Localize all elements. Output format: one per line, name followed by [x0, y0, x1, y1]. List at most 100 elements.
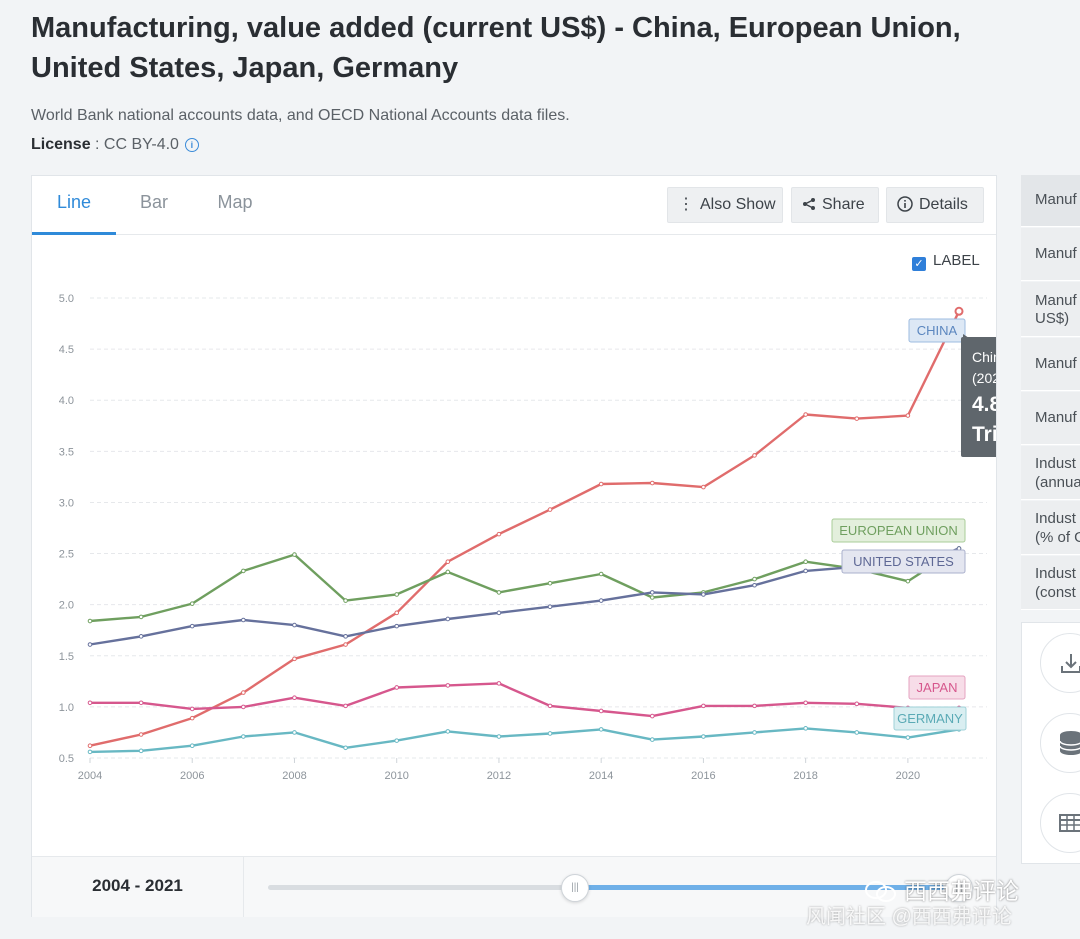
series-label-european-union: EUROPEAN UNION	[839, 523, 957, 538]
y-tick-label: 0.5	[59, 753, 74, 765]
data-point-united-states	[292, 622, 297, 628]
data-point-japan	[496, 681, 502, 686]
data-point-china	[241, 690, 246, 695]
series-label-box-china	[908, 318, 966, 343]
data-point-united-states	[598, 598, 604, 603]
data-point-japan	[752, 703, 757, 709]
database-button[interactable]	[1040, 713, 1080, 773]
x-tick-label: 2020	[896, 770, 920, 782]
y-tick-label: 3.5	[59, 446, 74, 458]
share-icon	[802, 188, 816, 222]
data-point-european-union	[445, 569, 451, 575]
tooltip-value: 4.87	[972, 393, 996, 416]
watermark-line1: 西西弗评论	[904, 878, 1019, 904]
tab-bar[interactable]: Bar	[139, 192, 168, 212]
tooltip-year: (2021)	[972, 370, 996, 386]
sidebar-item-label: Manuf	[1035, 292, 1077, 309]
sidebar-item-label: Manuf	[1035, 191, 1077, 208]
info-icon[interactable]: i	[184, 138, 199, 152]
database-icon	[1059, 731, 1080, 755]
data-point-united-states	[87, 642, 93, 647]
table-icon	[1059, 814, 1080, 832]
series-line-european-union	[89, 547, 960, 623]
details-button[interactable]: Details	[886, 187, 984, 223]
license-line: License : CC BY-4.0 i	[31, 136, 199, 154]
sidebar-item-5[interactable]: Manuf	[1021, 392, 1080, 445]
checkbox-checked-icon[interactable]: ✓	[912, 257, 926, 271]
data-point-european-union	[496, 590, 502, 595]
y-tick-label: 3.0	[59, 497, 74, 509]
data-point-japan	[803, 700, 808, 706]
watermark-secondary: 风闻社区 @西西弗评论	[806, 906, 1012, 928]
sidebar-item-label: Indust	[1035, 565, 1076, 582]
data-point-european-union	[547, 580, 553, 586]
data-point-japan	[394, 685, 400, 690]
also-show-label: Also Show	[700, 196, 776, 213]
data-point-china	[496, 531, 502, 537]
data-point-germany	[905, 735, 911, 740]
data-point-united-states	[241, 617, 246, 623]
tooltip-box	[961, 337, 996, 457]
data-point-china	[292, 656, 297, 662]
data-point-china	[649, 480, 655, 486]
data-point-united-states	[649, 590, 655, 595]
x-tick-label: 2004	[78, 770, 102, 782]
data-point-china	[343, 642, 348, 647]
data-point-european-union	[394, 592, 400, 597]
also-show-button[interactable]: ⋮ Also Show	[667, 187, 783, 223]
data-point-china	[598, 481, 604, 487]
share-button[interactable]: Share	[791, 187, 879, 223]
y-tick-label: 2.0	[59, 600, 74, 612]
data-point-china	[394, 610, 400, 616]
data-point-european-union	[138, 614, 144, 620]
sidebar-item-6[interactable]: Indust (annua	[1021, 446, 1080, 500]
data-point-european-union	[87, 618, 93, 624]
line-chart: 0.5 1.0 1.5 2.0 2.5 3.0 3.5 4.0 4.5 5.0 2004 2006 20…	[59, 293, 996, 782]
tab-map[interactable]: Map	[217, 192, 253, 212]
series-label-germany: GERMANY	[897, 711, 963, 726]
series-label-china: CHINA	[917, 323, 958, 338]
series-label-box-japan	[908, 675, 966, 700]
data-point-japan	[445, 683, 451, 688]
data-point-germany	[854, 730, 860, 735]
data-point-european-union	[241, 568, 246, 574]
range-slider-fill	[574, 885, 944, 890]
y-tick-label: 5.0	[59, 293, 74, 305]
label-toggle[interactable]: ✓ LABEL	[912, 252, 980, 271]
data-point-japan	[854, 701, 860, 707]
watermark: 西西弗评论	[864, 872, 1019, 906]
data-point-germany	[87, 749, 93, 755]
download-button[interactable]	[1040, 633, 1080, 693]
sidebar-item-1[interactable]: Manuf	[1021, 175, 1080, 227]
x-tick-label: 2018	[793, 770, 817, 782]
x-tick-label: 2008	[282, 770, 306, 782]
data-point-china	[854, 416, 860, 421]
sidebar-item-8[interactable]: Indust (const	[1021, 556, 1080, 610]
license-value: : CC BY-4.0	[90, 136, 179, 153]
sidebar-item-7[interactable]: Indust (% of G	[1021, 501, 1080, 555]
series-label-box-germany	[893, 706, 967, 731]
range-slider-handle-end[interactable]: |||	[945, 874, 973, 902]
license-label: License	[31, 136, 91, 153]
range-slider-handle-start[interactable]: |||	[561, 874, 589, 902]
sidebar-item-3[interactable]: Manuf US$)	[1021, 282, 1080, 337]
data-point-germany	[241, 734, 246, 739]
data-point-european-union	[905, 578, 911, 584]
data-point-european-union	[752, 576, 757, 582]
y-tick-label: 4.5	[59, 344, 74, 356]
data-point-european-union	[343, 598, 348, 603]
data-point-china	[547, 507, 553, 512]
sidebar-item-label: Indust	[1035, 455, 1076, 472]
data-point-germany	[343, 745, 348, 751]
data-point-united-states	[138, 634, 144, 639]
table-button[interactable]	[1040, 793, 1080, 853]
series-label-japan: JAPAN	[917, 680, 958, 695]
tab-line[interactable]: Line	[32, 176, 116, 235]
wechat-icon	[865, 881, 896, 902]
series-line-germany	[89, 727, 960, 754]
sidebar-item-2[interactable]: Manuf	[1021, 228, 1080, 281]
sidebar-item-label: Manuf	[1035, 355, 1077, 372]
sidebar-item-4[interactable]: Manuf	[1021, 338, 1080, 391]
data-point-germany	[138, 748, 144, 754]
data-point-china	[87, 743, 93, 749]
